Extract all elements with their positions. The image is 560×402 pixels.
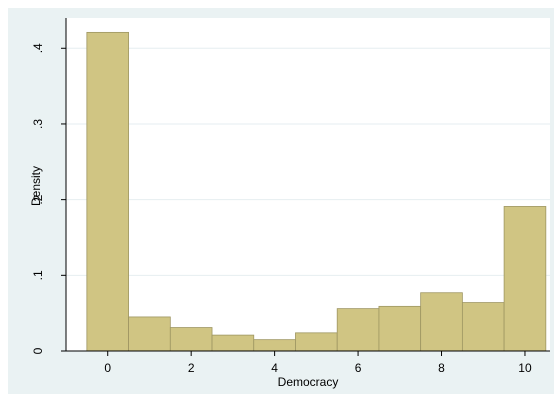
bar (420, 292, 463, 352)
bar (253, 339, 296, 352)
y-tick-label: .4 (31, 43, 45, 53)
x-tick-label: 6 (355, 361, 362, 375)
bar (211, 334, 255, 352)
y-tick-label: .3 (31, 119, 45, 129)
x-axis-title: Democracy (278, 375, 339, 389)
bar (461, 302, 505, 352)
x-tick-label: 10 (518, 361, 532, 375)
gridlines (66, 47, 550, 276)
x-tick-label: 2 (188, 361, 195, 375)
y-tick-label: .1 (31, 270, 45, 280)
y-tick-label: 0 (31, 347, 45, 354)
x-tick-label: 0 (104, 361, 111, 375)
bar (503, 206, 547, 352)
bar (295, 332, 338, 352)
bar (86, 31, 129, 352)
bar (378, 305, 422, 352)
bar (336, 308, 380, 352)
bar (169, 327, 213, 352)
x-tick-label: 8 (438, 361, 445, 375)
bar (128, 316, 171, 352)
axes: 0 .1 .2 .3 .4 0 2 4 6 8 10 (31, 18, 550, 375)
plot-region (66, 18, 550, 351)
x-tick-label: 4 (271, 361, 278, 375)
y-tick-label: .2 (31, 194, 45, 204)
y-axis-title: Density (29, 166, 43, 206)
